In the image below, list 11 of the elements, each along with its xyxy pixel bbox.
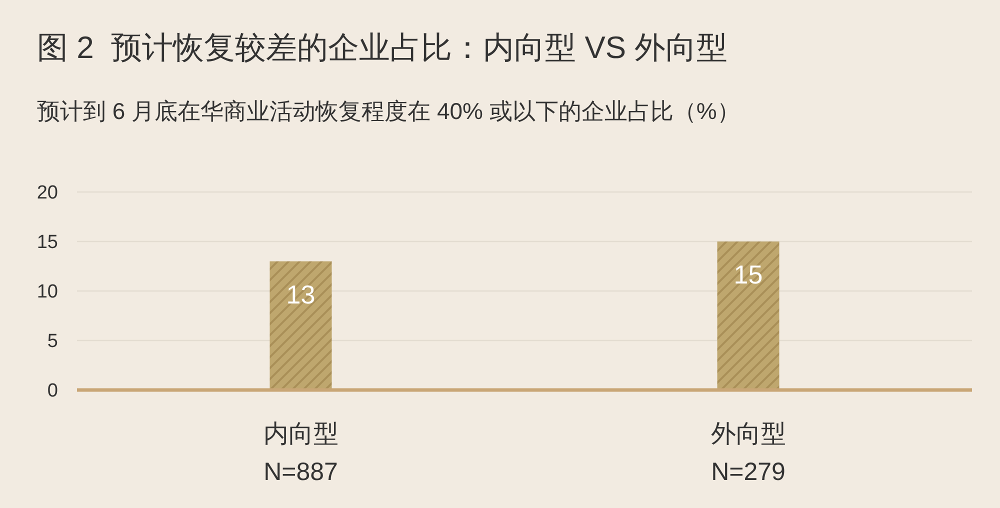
y-tick-label: 0	[47, 380, 58, 402]
y-tick-label: 20	[36, 182, 58, 204]
data-label: 15	[734, 260, 763, 290]
x-tick-label: 外向型 N=279	[710, 420, 786, 486]
y-tick-label: 10	[36, 282, 58, 303]
y-tick-label: 5	[47, 331, 58, 352]
chart-subtitle: 预计到 6 月底在华商业活动恢复程度在 40% 或以下的企业占比（%）	[37, 98, 740, 124]
data-label: 13	[286, 279, 316, 310]
chart-title: 图 2 预计恢复较差的企业占比：内向型 VS 外向型	[37, 30, 728, 65]
y-tick-label: 15	[36, 232, 58, 254]
x-tick-label: 内向型 N=887	[263, 420, 338, 486]
